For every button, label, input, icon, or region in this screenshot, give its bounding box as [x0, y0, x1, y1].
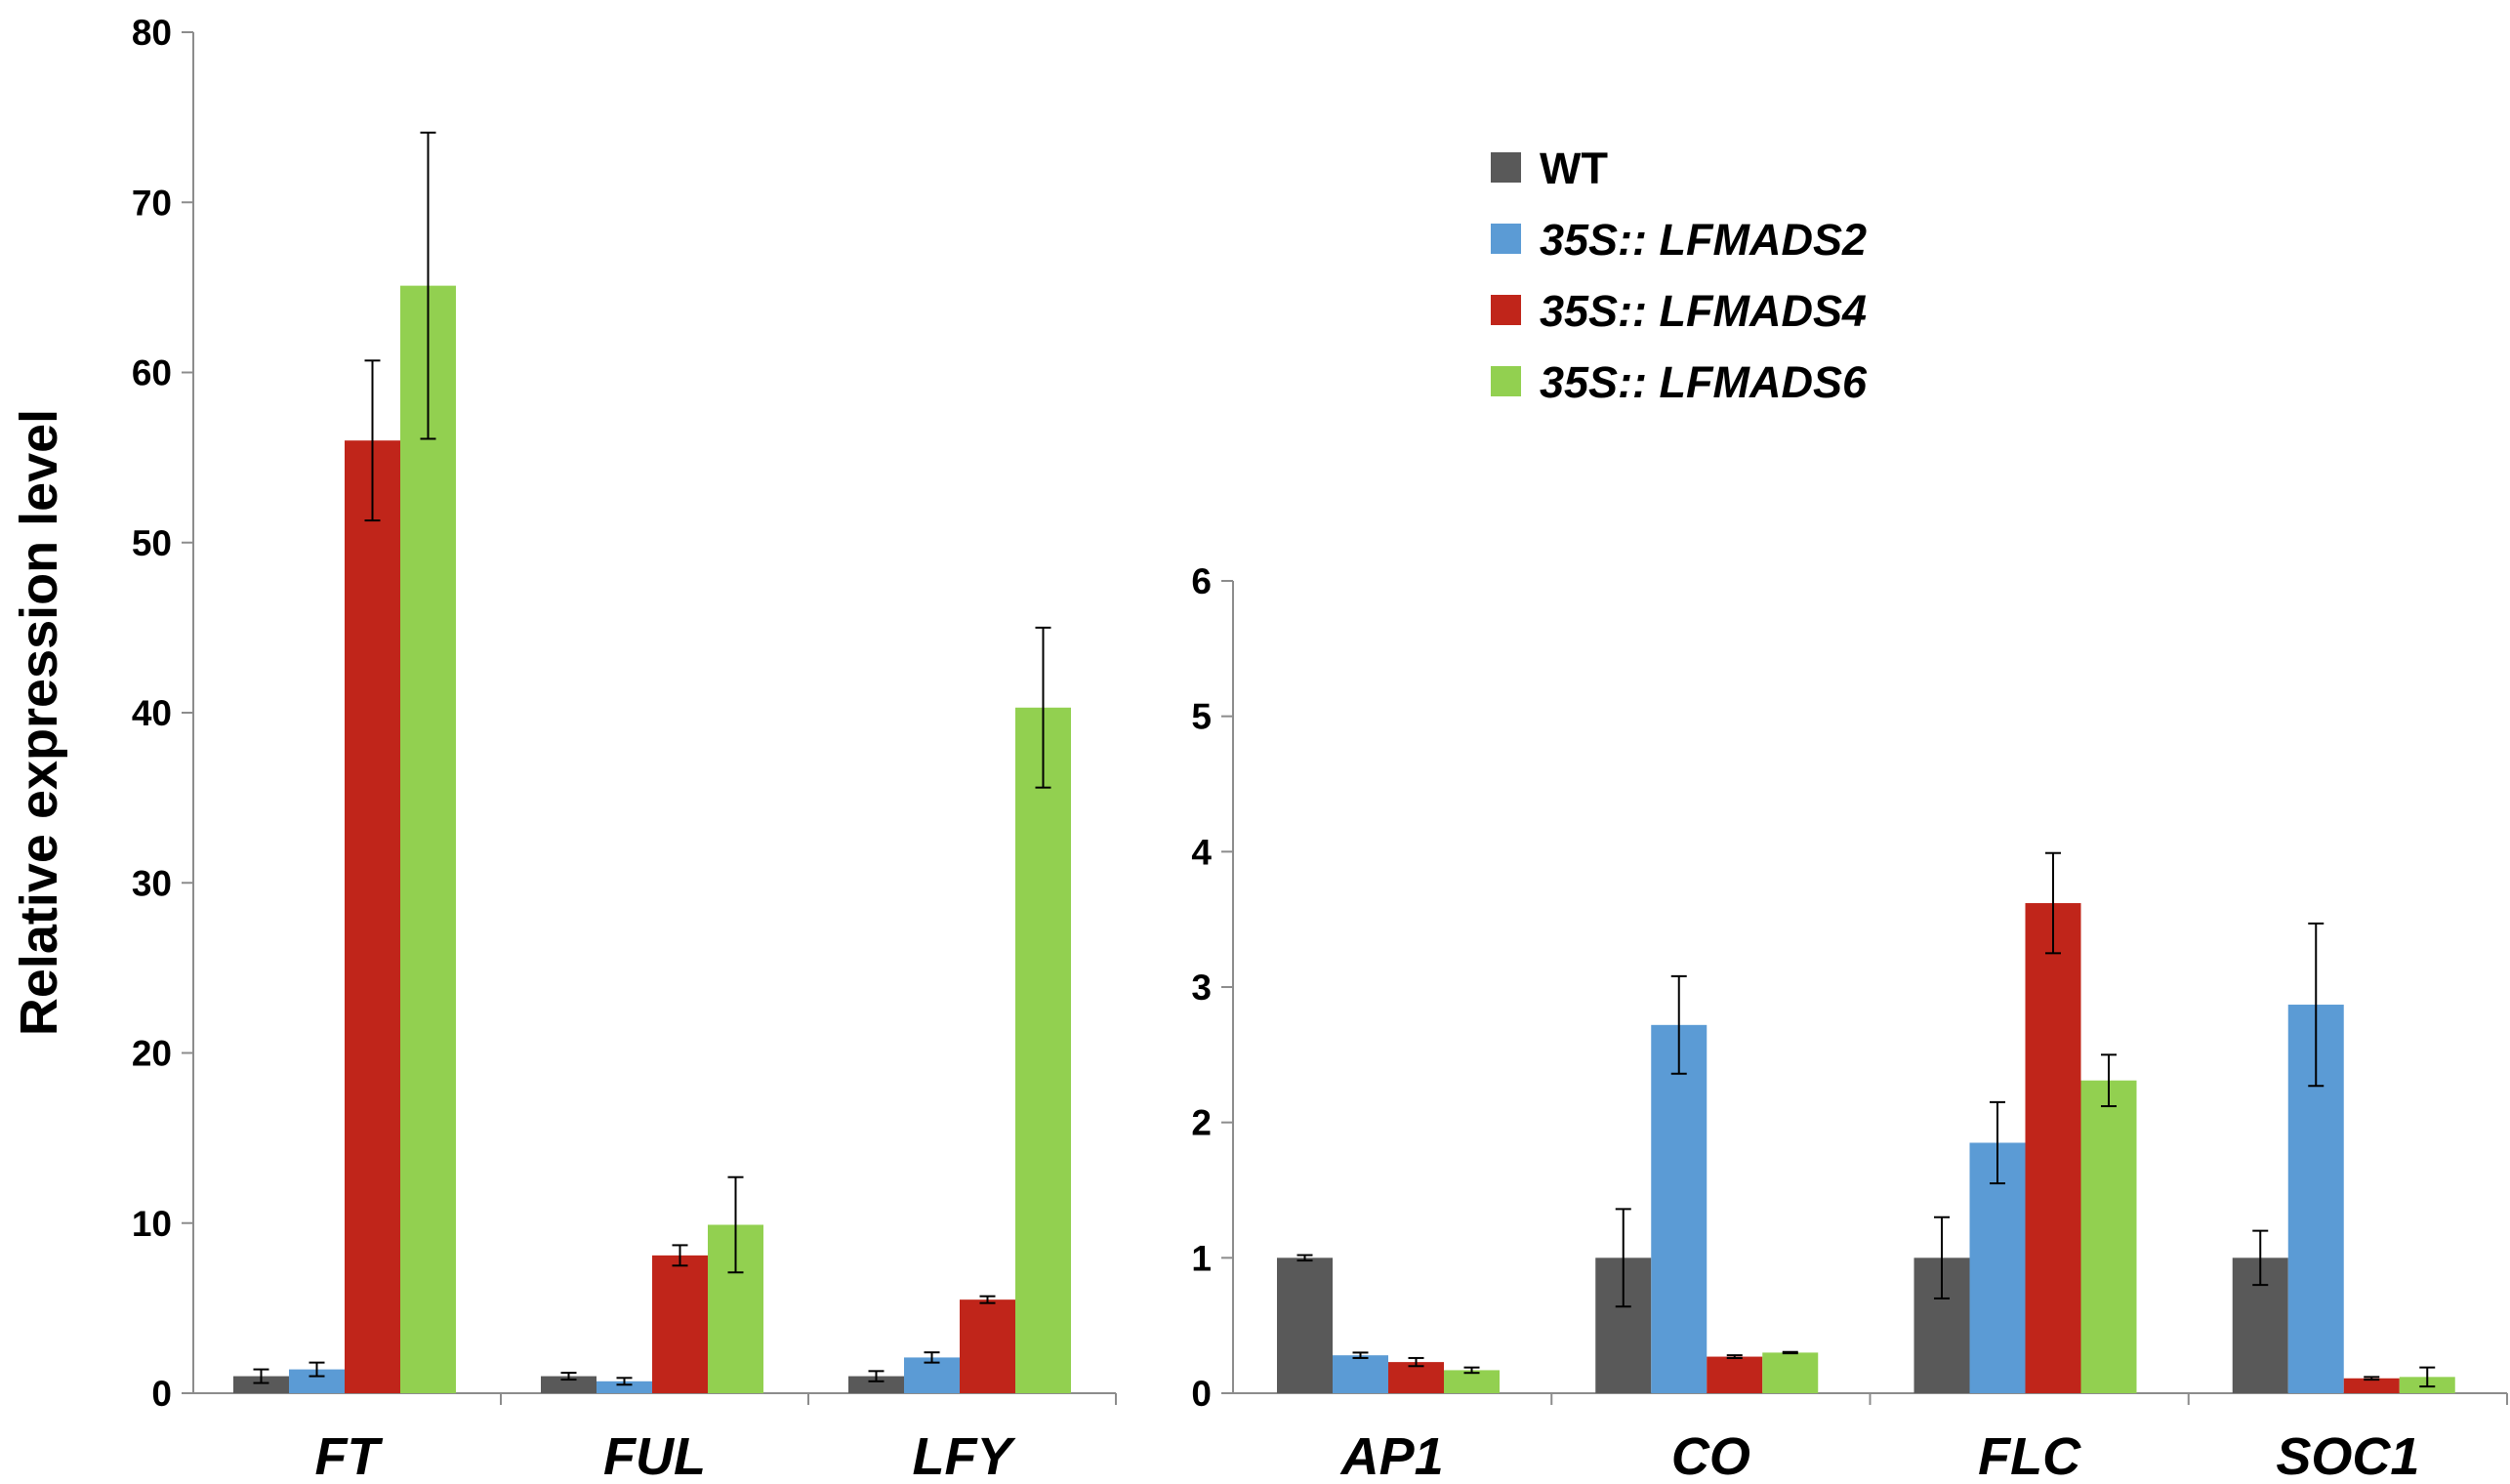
bar-ap1-35s-lfmads6: [1444, 1370, 1500, 1393]
legend-swatch-35s-lfmads4: [1491, 295, 1521, 325]
legend-label-35s-lfmads2: 35S:: LFMADS2: [1540, 215, 1867, 265]
legend-swatch-35s-lfmads2: [1491, 224, 1521, 254]
y-tick-label: 10: [132, 1204, 172, 1244]
bar-ft-35s-lfmads4: [345, 440, 400, 1393]
legend-label-35s-lfmads4: 35S:: LFMADS4: [1540, 286, 1867, 336]
category-label-ful: FUL: [603, 1427, 706, 1484]
bar-lfy-35s-lfmads4: [960, 1299, 1015, 1393]
bar-ful-35s-lfmads4: [652, 1255, 708, 1393]
legend-label-35s-lfmads6: 35S:: LFMADS6: [1540, 357, 1868, 407]
y-tick-label: 20: [132, 1034, 172, 1074]
bar-ft-wt: [233, 1376, 289, 1393]
y-tick-label: 5: [1191, 697, 1212, 737]
bar-lfy-wt: [848, 1376, 904, 1393]
bar-flc-35s-lfmads2: [1969, 1142, 2026, 1393]
bar-ap1-35s-lfmads2: [1333, 1355, 1388, 1393]
y-tick-label: 50: [132, 523, 172, 563]
bar-ap1-wt: [1277, 1257, 1333, 1393]
right-panel: 0 1 2 3 4 5 6 AP1 CO FLC SOC1: [1191, 561, 2508, 1484]
y-tick-label: 6: [1191, 561, 1212, 601]
y-tick-label: 0: [1191, 1374, 1212, 1414]
category-label-soc1: SOC1: [2276, 1427, 2419, 1484]
bar-co-35s-lfmads2: [1651, 1024, 1708, 1393]
y-tick-label: 0: [151, 1374, 172, 1414]
y-tick-label: 1: [1191, 1238, 1212, 1278]
bar-co-35s-lfmads4: [1707, 1356, 1763, 1393]
category-label-co: CO: [1671, 1427, 1750, 1484]
left-panel: 0 10 20 30 40 50 60 70 80 FT FUL LFY: [132, 13, 1117, 1484]
bar-ft-35s-lfmads6: [400, 285, 456, 1393]
bar-ap1-35s-lfmads4: [1388, 1362, 1444, 1393]
y-tick-label: 40: [132, 693, 172, 733]
y-tick-label: 70: [132, 183, 172, 223]
y-tick-label: 60: [132, 353, 172, 393]
category-label-ap1: AP1: [1339, 1427, 1444, 1484]
bar-soc1-35s-lfmads4: [2343, 1378, 2400, 1393]
y-tick-label: 4: [1191, 832, 1212, 872]
bar-ful-35s-lfmads2: [597, 1381, 652, 1393]
legend-swatch-35s-lfmads6: [1491, 366, 1521, 396]
bar-ful-wt: [541, 1376, 597, 1393]
y-axis-title: Relative expression level: [10, 409, 68, 1036]
category-label-flc: FLC: [1978, 1427, 2081, 1484]
bar-flc-35s-lfmads4: [2025, 903, 2081, 1393]
y-tick-label: 2: [1191, 1103, 1212, 1143]
category-label-lfy: LFY: [913, 1427, 1017, 1484]
y-tick-label: 30: [132, 863, 172, 903]
bar-co-35s-lfmads6: [1762, 1352, 1819, 1393]
y-tick-label: 80: [132, 13, 172, 53]
category-label-ft: FT: [315, 1427, 384, 1484]
y-tick-label: 3: [1191, 968, 1212, 1008]
bar-flc-35s-lfmads6: [2080, 1080, 2137, 1393]
legend-swatch-wt: [1491, 152, 1521, 183]
bar-lfy-35s-lfmads6: [1015, 707, 1071, 1393]
legend-label-wt: WT: [1540, 144, 1608, 193]
